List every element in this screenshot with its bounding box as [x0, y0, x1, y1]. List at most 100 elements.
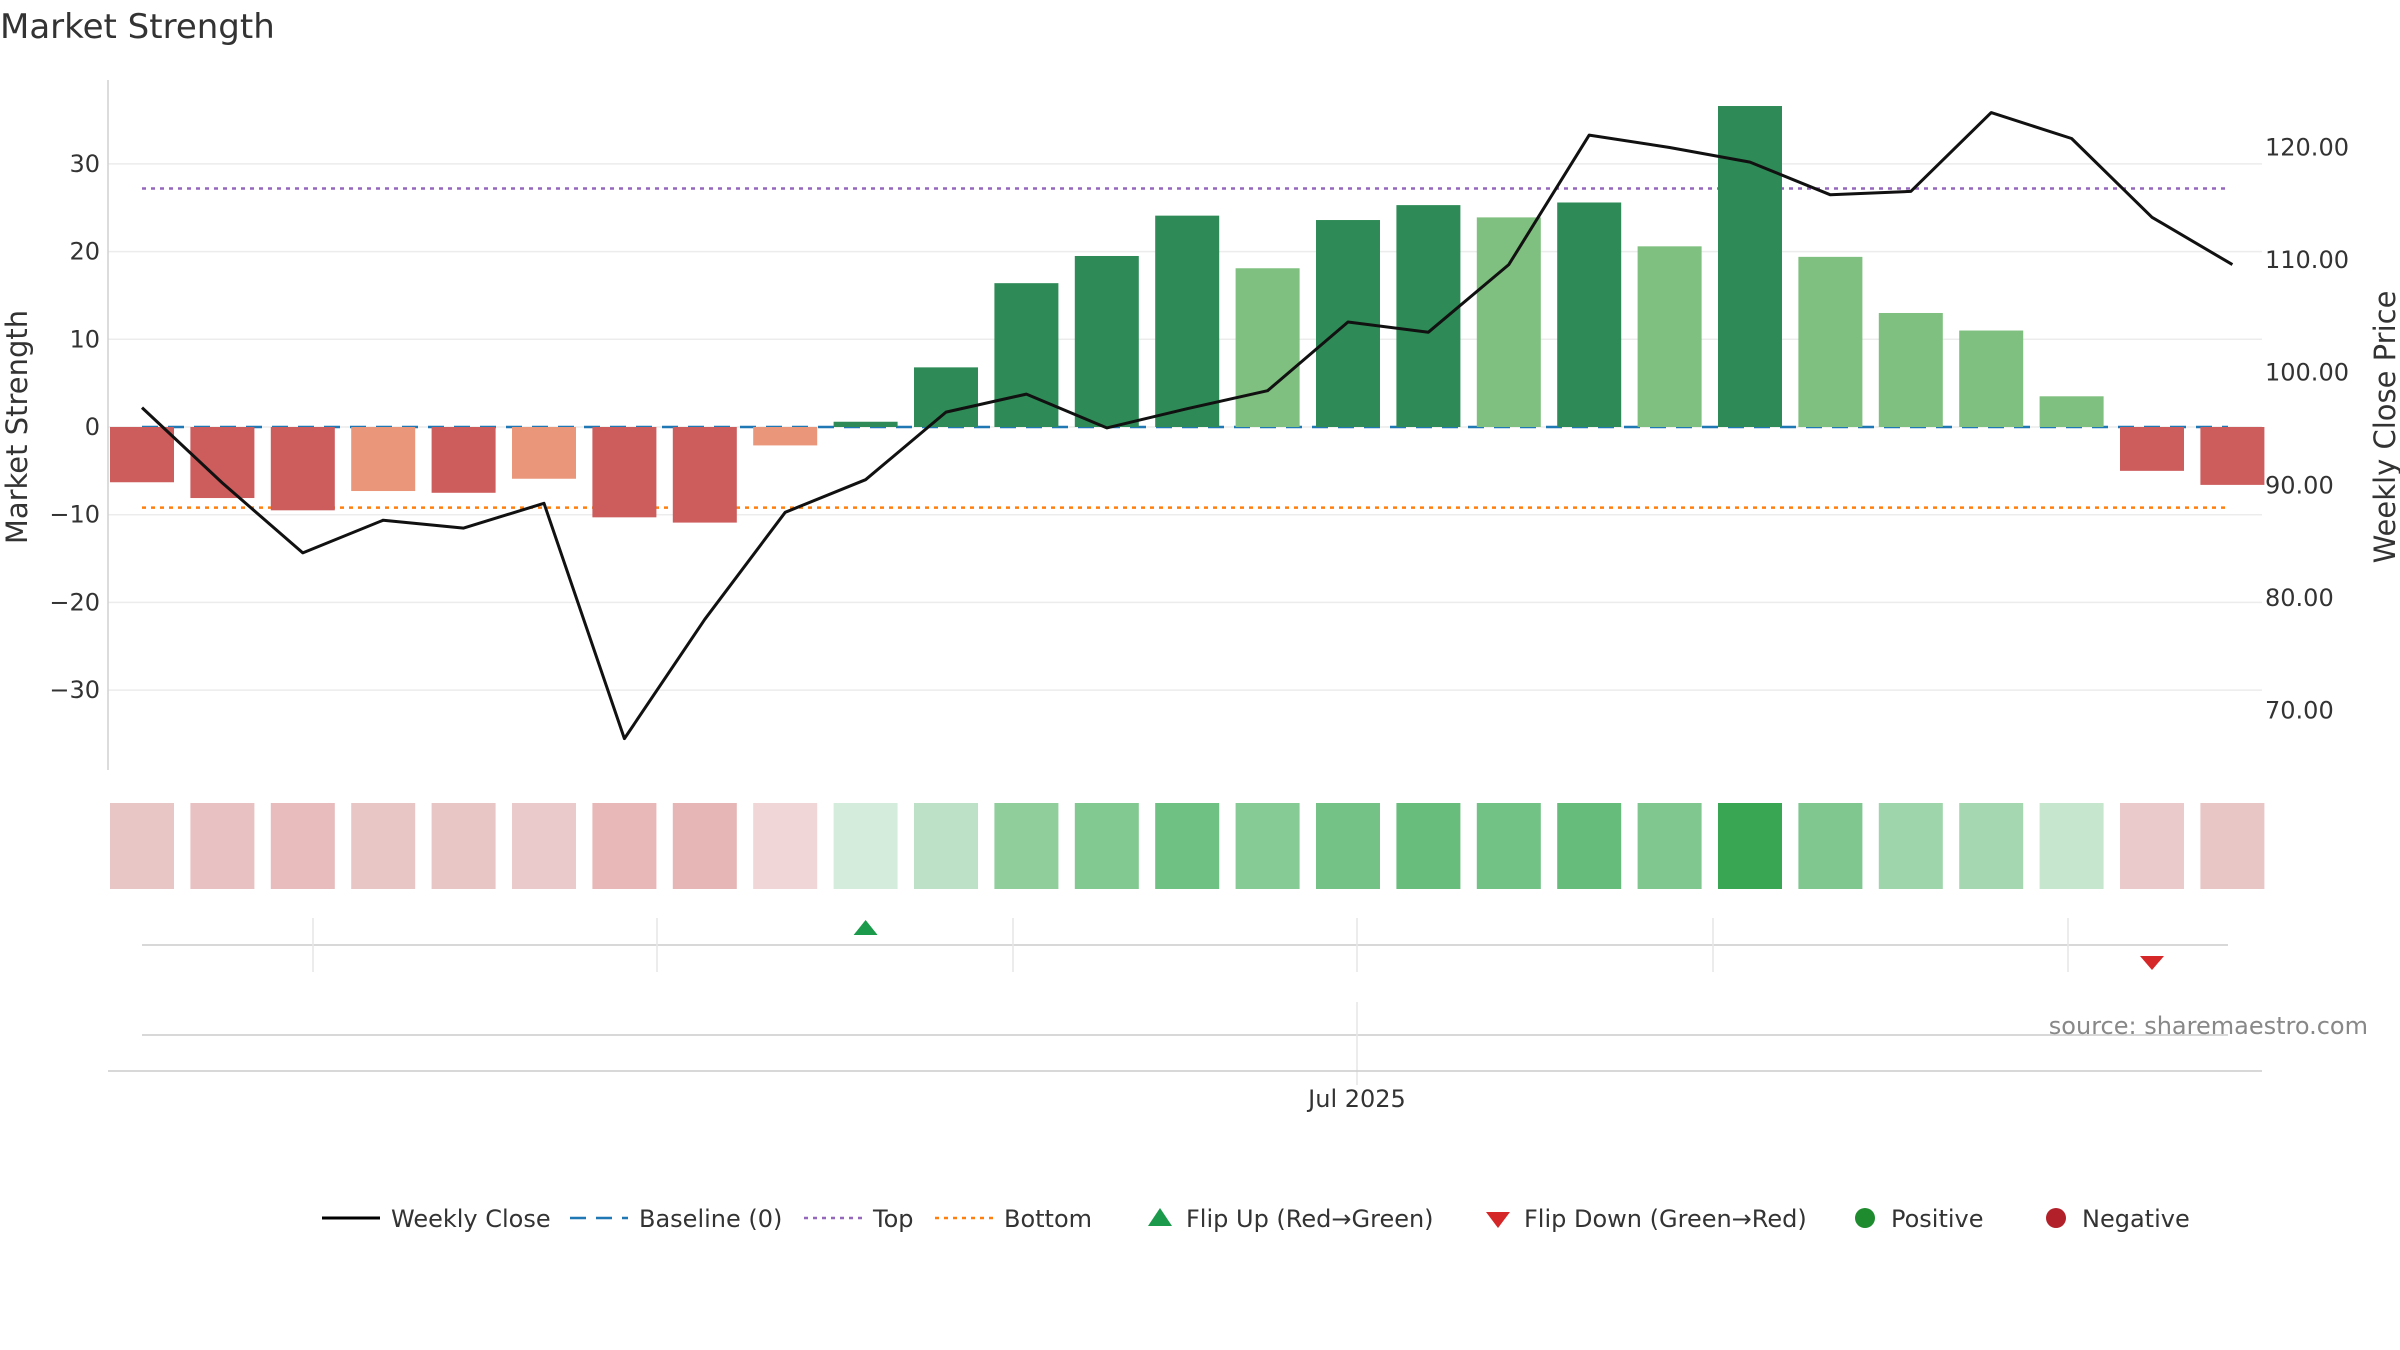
strength-bar — [1718, 106, 1782, 427]
heat-strip-cell — [270, 803, 335, 889]
strength-bar — [753, 427, 818, 446]
y-left-tick-label: −30 — [49, 676, 100, 704]
heat-strip-cell — [1798, 803, 1863, 889]
chart-title: Market Strength — [0, 7, 275, 47]
y-left-tick-label: 30 — [69, 150, 100, 178]
strength-bar — [110, 427, 174, 483]
flip-down-marker — [2140, 956, 2164, 970]
legend-label: Positive — [1891, 1205, 1984, 1233]
legend-icon-triangle-up — [1148, 1208, 1172, 1226]
heat-strip-cell — [2120, 803, 2184, 889]
legend-item: Negative — [2046, 1205, 2190, 1233]
heat-strip-cell — [592, 803, 657, 889]
source-label: source: sharemaestro.com — [2049, 1012, 2368, 1040]
heat-strip-cell — [1718, 803, 1782, 889]
heat-strip-cell — [914, 803, 978, 889]
legend-icon-triangle-down — [1486, 1212, 1510, 1228]
heat-strip-cell — [1476, 803, 1541, 889]
legend-item: Top — [804, 1205, 914, 1233]
heat-strip-cell — [431, 803, 496, 889]
heat-strip-cell — [1396, 803, 1461, 889]
legend-label: Negative — [2082, 1205, 2190, 1233]
strength-bar — [431, 427, 496, 493]
heat-strip-cell — [1557, 803, 1622, 889]
heat-strip-cell — [2200, 803, 2265, 889]
strength-bar — [1074, 255, 1139, 427]
legend-item: Flip Up (Red→Green) — [1148, 1205, 1434, 1233]
strength-bar — [351, 427, 416, 492]
strength-bar — [592, 427, 657, 518]
heat-strip-cell — [833, 803, 898, 889]
strength-bar — [1878, 312, 1943, 427]
heat-strip-cell — [1637, 803, 1702, 889]
legend-icon-circle — [2046, 1208, 2066, 1228]
x-tick-label: Jul 2025 — [1306, 1085, 1406, 1113]
heat-strip-cell — [672, 803, 737, 889]
strength-bar — [2039, 396, 2104, 427]
legend-label: Top — [872, 1205, 914, 1233]
heat-strip-cell — [2039, 803, 2104, 889]
heat-strip-cell — [994, 803, 1059, 889]
strength-bar — [1235, 268, 1300, 427]
legend-label: Bottom — [1004, 1205, 1092, 1233]
tick-labels: 30 20 10 0 −10 −20 −30 120.00 110.00 100.00 90.00 8… — [49, 134, 2349, 725]
heat-strip-cell — [1316, 803, 1380, 889]
heat-strip-cell — [753, 803, 818, 889]
strength-bar — [1155, 215, 1220, 427]
strength-bar — [833, 421, 898, 427]
legend-item: Flip Down (Green→Red) — [1486, 1205, 1807, 1233]
y-right-tick-label: 100.00 — [2265, 359, 2349, 387]
strength-bar — [1959, 330, 2024, 427]
strength-bar — [270, 427, 335, 511]
y-right-tick-label: 80.00 — [2265, 584, 2334, 612]
strength-bar — [1798, 256, 1863, 427]
heat-strip-cell — [1074, 803, 1139, 889]
strength-bar — [672, 427, 737, 523]
y-left-tick-label: 10 — [69, 325, 100, 353]
heat-strip — [110, 803, 2265, 889]
strength-bars — [110, 106, 2265, 523]
legend-item: Baseline (0) — [570, 1205, 782, 1233]
strength-bar — [1557, 202, 1622, 427]
y-right-tick-label: 110.00 — [2265, 246, 2349, 274]
strength-bar — [2200, 427, 2265, 485]
heat-strip-cell — [1878, 803, 1943, 889]
legend-label: Flip Down (Green→Red) — [1524, 1205, 1807, 1233]
flip-markers — [108, 918, 2262, 1085]
heat-strip-cell — [1959, 803, 2024, 889]
strength-bar — [1637, 246, 1702, 427]
y-left-tick-label: 20 — [69, 238, 100, 266]
y-axis-label-right: Weekly Close Price — [2368, 291, 2400, 564]
strength-bar — [914, 367, 978, 427]
heat-strip-cell — [1235, 803, 1300, 889]
y-right-tick-label: 70.00 — [2265, 697, 2334, 725]
legend: Weekly Close Baseline (0) Top Bottom Flip Up… — [322, 1205, 2190, 1233]
heat-strip-cell — [110, 803, 174, 889]
strength-bar — [512, 427, 576, 479]
legend-item: Positive — [1855, 1205, 1984, 1233]
legend-item: Weekly Close — [322, 1205, 551, 1233]
flip-up-marker — [853, 920, 878, 935]
y-left-tick-label: 0 — [85, 413, 100, 441]
weekly-close-line — [140, 111, 2234, 741]
strength-bar — [1476, 217, 1541, 427]
legend-item: Bottom — [935, 1205, 1092, 1233]
y-right-tick-label: 90.00 — [2265, 471, 2334, 499]
y-axis-label-left: Market Strength — [0, 310, 34, 544]
heat-strip-cell — [1155, 803, 1220, 889]
weekly-close-polyline — [140, 111, 2234, 741]
y-left-tick-label: −10 — [49, 501, 100, 529]
y-right-tick-label: 120.00 — [2265, 134, 2349, 162]
heat-strip-cell — [190, 803, 255, 889]
legend-label: Weekly Close — [391, 1205, 551, 1233]
heat-strip-cell — [512, 803, 576, 889]
heat-strip-cell — [351, 803, 416, 889]
strength-bar — [2120, 427, 2184, 471]
legend-label: Flip Up (Red→Green) — [1186, 1205, 1434, 1233]
legend-icon-circle — [1855, 1208, 1875, 1228]
strength-bar — [1396, 205, 1461, 427]
strength-bar — [994, 283, 1059, 427]
legend-label: Baseline (0) — [639, 1205, 782, 1233]
y-left-tick-label: −20 — [49, 588, 100, 616]
